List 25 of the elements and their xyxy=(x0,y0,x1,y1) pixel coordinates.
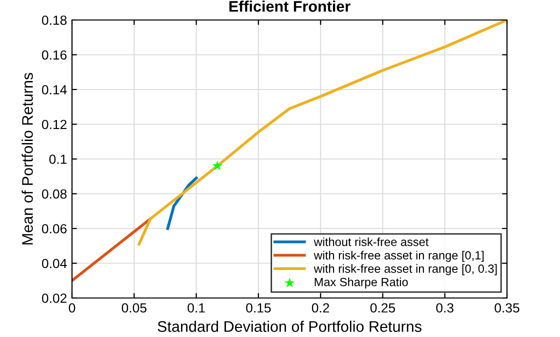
line-series xyxy=(138,20,507,246)
y-tick-label: 0.1 xyxy=(49,154,66,164)
y-tick-label: 0.16 xyxy=(42,50,67,60)
x-tick-label: 0.05 xyxy=(122,303,146,313)
x-tick-label: 0 xyxy=(68,303,76,313)
y-tick-label: 0.06 xyxy=(42,224,67,234)
x-tick-label: 0.1 xyxy=(188,303,205,313)
x-tick-label: 0.2 xyxy=(312,303,330,313)
y-tick-label: 0.14 xyxy=(42,85,67,94)
legend-label: with risk-free asset in range [0, 0.3] xyxy=(314,264,497,276)
x-tick-label: 0.15 xyxy=(246,303,271,313)
legend-label: with risk-free asset in range [0,1] xyxy=(314,250,484,262)
x-tick-label: 0.3 xyxy=(436,303,454,313)
y-tick-label: 0.04 xyxy=(42,258,67,268)
y-tick-label: 0.12 xyxy=(42,120,66,130)
x-tick-label: 0.25 xyxy=(370,303,395,313)
chart-title: Efficient Frontier xyxy=(229,0,350,12)
y-tick-label: 0.02 xyxy=(42,294,66,303)
y-tick-label: 0.08 xyxy=(42,189,67,199)
x-axis-title: Standard Deviation of Portfolio Returns xyxy=(158,320,422,332)
legend-label: Max Sharpe Ratio xyxy=(314,278,408,289)
y-axis-title: Mean of Portfolio Returns xyxy=(22,72,33,244)
legend-label: without risk-free asset xyxy=(314,237,429,246)
y-tick-label: 0.18 xyxy=(42,16,67,25)
x-tick-label: 0.35 xyxy=(494,303,520,313)
